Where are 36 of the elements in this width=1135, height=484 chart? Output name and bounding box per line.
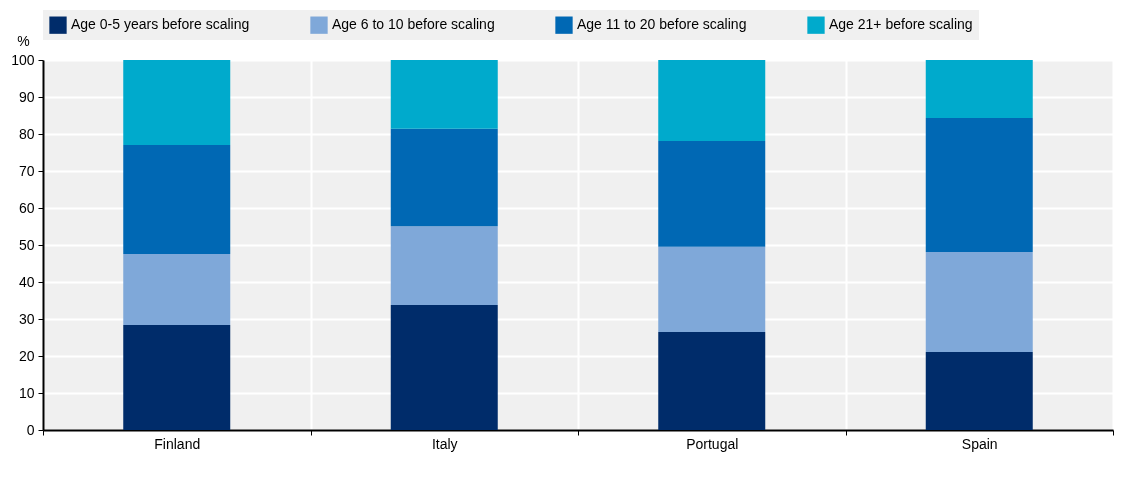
legend-label: Age 6 to 10 before scaling <box>332 16 495 33</box>
y-tick-label: 90 <box>18 88 35 105</box>
y-tick-label: 30 <box>18 310 35 327</box>
bar <box>925 118 1033 253</box>
bar <box>123 60 231 146</box>
y-tick-label: 60 <box>18 199 35 216</box>
bar <box>925 252 1033 352</box>
legend-label: Age 11 to 20 before scaling <box>577 16 747 33</box>
bar <box>123 253 231 325</box>
x-tick-label: Portugal <box>686 435 739 452</box>
bar <box>390 60 498 129</box>
y-tick-label: 0 <box>26 421 35 438</box>
legend-label: Age 0-5 years before scaling <box>71 16 250 33</box>
bar <box>658 141 766 247</box>
bar <box>658 331 766 430</box>
y-tick-label: 10 <box>18 384 35 401</box>
legend-label: Age 21+ before scaling <box>829 16 973 33</box>
bar <box>390 304 498 430</box>
bar <box>123 324 231 430</box>
y-axis-title: % <box>17 32 30 49</box>
y-tick-label: 40 <box>18 273 35 290</box>
x-tick-label: Spain <box>961 435 998 452</box>
bar <box>123 145 231 254</box>
y-tick-label: 80 <box>18 125 35 142</box>
y-tick-label: 100 <box>11 51 35 68</box>
bar <box>658 246 766 332</box>
x-tick-label: Italy <box>431 435 458 452</box>
bar <box>658 60 766 142</box>
y-tick-label: 70 <box>18 162 35 179</box>
bar <box>390 226 498 305</box>
bar <box>390 128 498 227</box>
y-tick-label: 50 <box>18 236 35 253</box>
bar <box>925 351 1033 430</box>
y-tick-label: 20 <box>18 347 35 364</box>
bar <box>925 60 1033 119</box>
x-tick-label: Finland <box>154 435 201 452</box>
